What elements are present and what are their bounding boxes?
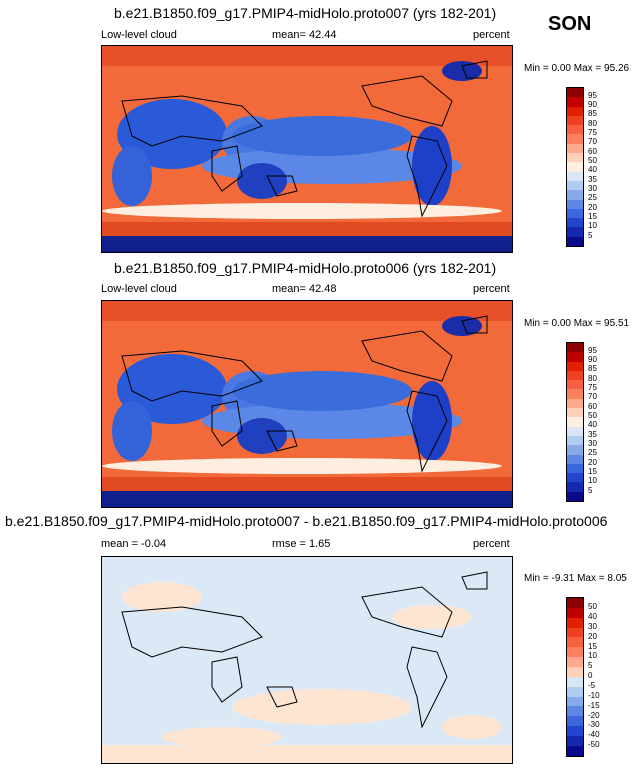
colorbar-tick-label: 20	[588, 632, 597, 641]
colorbar-tick-label: 80	[588, 119, 597, 128]
panel3-title: b.e21.B1850.f09_g17.PMIP4-midHolo.proto0…	[5, 513, 608, 529]
panel1-colorbar	[566, 87, 584, 247]
colorbar-tick-label: 60	[588, 147, 597, 156]
colorbar-tick-label: 50	[588, 156, 597, 165]
colorbar-tick-label: 30	[588, 439, 597, 448]
colorbar-tick-label: 40	[588, 420, 597, 429]
colorbar-tick-label: 5	[588, 231, 593, 240]
colorbar-tick-label: 20	[588, 458, 597, 467]
colorbar-tick-label: 40	[588, 165, 597, 174]
panel2-mean-label: mean= 42.48	[272, 283, 337, 295]
colorbar-tick-label: 30	[588, 184, 597, 193]
panel3-rmse-label: rmse = 1.65	[272, 538, 331, 550]
colorbar-tick-label: 80	[588, 374, 597, 383]
panel1-map-field	[102, 46, 512, 252]
colorbar-tick-label: 70	[588, 392, 597, 401]
colorbar-tick-label: -20	[588, 711, 600, 720]
panel3-units-label: percent	[473, 538, 510, 550]
colorbar-tick-label: 25	[588, 448, 597, 457]
colorbar-tick-label: 20	[588, 203, 597, 212]
colorbar-tick-label: 85	[588, 364, 597, 373]
colorbar-tick-label: 15	[588, 642, 597, 651]
colorbar-tick-label: 10	[588, 476, 597, 485]
colorbar-tick-label: 15	[588, 212, 597, 221]
panel2-variable-label: Low-level cloud	[101, 283, 177, 295]
colorbar-tick-label: 25	[588, 193, 597, 202]
colorbar-tick-label: 60	[588, 402, 597, 411]
colorbar-tick-label: 75	[588, 128, 597, 137]
colorbar-tick-label: -50	[588, 740, 600, 749]
colorbar-tick-label: -15	[588, 701, 600, 710]
panel2-units-label: percent	[473, 283, 510, 295]
panel3-minmax: Min = -9.31 Max = 8.05	[524, 573, 627, 584]
colorbar-tick-label: 35	[588, 175, 597, 184]
colorbar-tick-label: 75	[588, 383, 597, 392]
colorbar-tick-label: 95	[588, 346, 597, 355]
colorbar-tick-label: 90	[588, 355, 597, 364]
colorbar-tick-label: 15	[588, 467, 597, 476]
panel3-colorbar	[566, 597, 584, 757]
panel2-map-field	[102, 301, 512, 507]
panel2-minmax: Min = 0.00 Max = 95.51	[524, 318, 630, 329]
colorbar-tick-label: 50	[588, 411, 597, 420]
colorbar-tick-label: 5	[588, 661, 593, 670]
colorbar-tick-label: 35	[588, 430, 597, 439]
colorbar-tick-label: -40	[588, 730, 600, 739]
panel1-minmax: Min = 0.00 Max = 95.26	[524, 63, 630, 74]
colorbar-tick-label: 10	[588, 651, 597, 660]
panel3-mean-label: mean = -0.04	[101, 538, 167, 550]
colorbar-tick-label: 85	[588, 109, 597, 118]
colorbar-tick-label: 70	[588, 137, 597, 146]
panel2-title: b.e21.B1850.f09_g17.PMIP4-midHolo.proto0…	[114, 260, 497, 276]
panel2-colorbar	[566, 342, 584, 502]
colorbar-tick-label: 30	[588, 622, 597, 631]
panel1-mean-label: mean= 42.44	[272, 29, 337, 41]
colorbar-tick-label: -5	[588, 681, 596, 690]
panel1-units-label: percent	[473, 29, 510, 41]
colorbar-tick-label: 50	[588, 602, 597, 611]
colorbar-tick-label: 5	[588, 486, 593, 495]
panel1-variable-label: Low-level cloud	[101, 29, 177, 41]
panel1-map	[101, 45, 513, 253]
season-label: SON	[548, 13, 592, 35]
colorbar-tick-label: 90	[588, 100, 597, 109]
colorbar-tick-label: 10	[588, 221, 597, 230]
colorbar-tick-label: 95	[588, 91, 597, 100]
panel3-map-field	[102, 557, 512, 763]
colorbar-tick-label: 40	[588, 612, 597, 621]
colorbar-tick-label: -10	[588, 691, 600, 700]
panel3-map	[101, 556, 513, 764]
panel2-map	[101, 300, 513, 508]
colorbar-tick-label: 0	[588, 671, 593, 680]
panel1-title: b.e21.B1850.f09_g17.PMIP4-midHolo.proto0…	[114, 5, 497, 21]
colorbar-tick-label: -30	[588, 720, 600, 729]
